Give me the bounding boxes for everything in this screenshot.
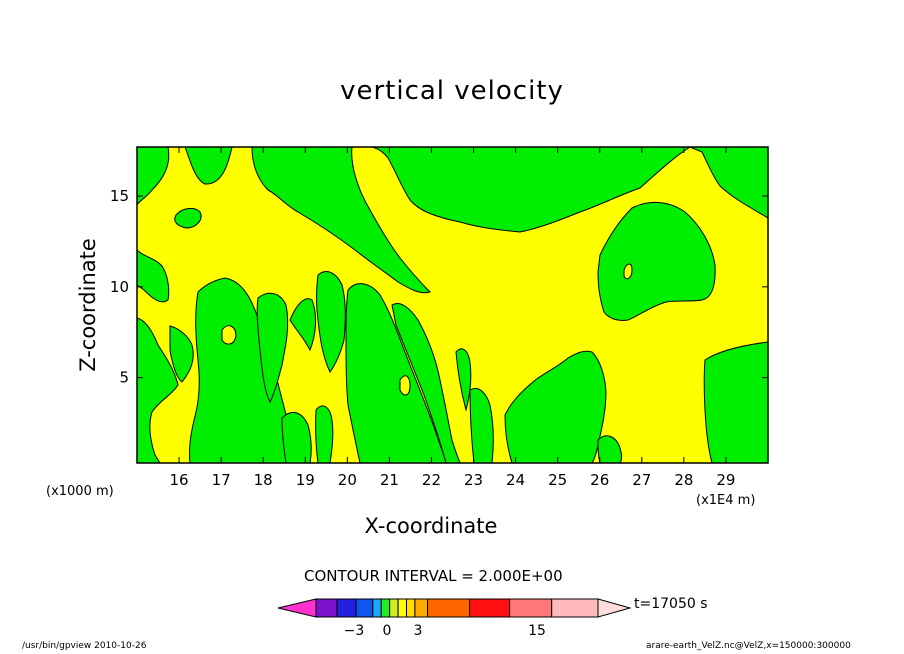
x-tick-label: 28 (674, 471, 693, 489)
contour-region (174, 207, 202, 229)
colorbar-tick-label: 3 (413, 623, 423, 639)
colorbar-min-arrow (277, 598, 317, 618)
colorbar-swatch (427, 598, 471, 618)
chart-title: vertical velocity (340, 76, 564, 106)
colorbar-tick-label: 15 (528, 623, 546, 639)
contour-region (597, 202, 716, 321)
x-tick-label: 29 (716, 471, 735, 489)
contour-region (184, 147, 233, 185)
contour-region (256, 292, 289, 404)
colorbar-max-arrow (597, 598, 632, 618)
colorbar-swatch (469, 598, 511, 618)
contour-region (169, 325, 194, 383)
contour-region (137, 147, 170, 206)
y-axis: 5 10 15 (110, 187, 768, 387)
colorbar-swatch (389, 598, 399, 618)
contour-region (137, 249, 170, 303)
x-tick-label: 18 (254, 471, 273, 489)
x-tick-label: 20 (338, 471, 357, 489)
y-tick-label: 15 (110, 187, 129, 205)
colorbar-tick-label: 0 (382, 623, 392, 639)
contour-region (281, 411, 312, 463)
time-label: t=17050 s (634, 596, 708, 612)
x-tick-label: 22 (422, 471, 441, 489)
x-tick-label: 27 (632, 471, 651, 489)
contour-region (597, 435, 622, 463)
x-tick-label: 24 (506, 471, 525, 489)
contour-region (455, 348, 472, 412)
contour-region (469, 387, 494, 463)
colorbar-swatch (355, 598, 374, 618)
colorbar-swatch (315, 598, 338, 618)
x-scale-note: (x1E4 m) (696, 493, 756, 508)
x-tick-label: 26 (590, 471, 609, 489)
colorbar (277, 598, 632, 618)
contour-region (137, 317, 179, 463)
contour-region (623, 263, 633, 280)
contour-region (316, 271, 346, 373)
contour-region (221, 325, 237, 345)
x-unit-note: (x1000 m) (46, 484, 114, 499)
x-tick-label: 17 (212, 471, 231, 489)
y-axis-label: Z-coordinate (76, 238, 100, 372)
colorbar-swatch (509, 598, 553, 618)
colorbar-swatch (380, 598, 391, 618)
plot-frame (136, 146, 769, 464)
x-tick-label: 19 (296, 471, 315, 489)
contour-region (399, 375, 411, 396)
y-tick-label: 5 (119, 369, 129, 387)
contour-region (251, 147, 431, 294)
x-axis: 16 17 18 19 20 21 22 23 24 25 26 27 28 29 (170, 147, 735, 489)
y-tick-label: 10 (110, 278, 129, 296)
colorbar-tick-label: −3 (343, 623, 365, 639)
colorbar-swatch (405, 598, 416, 618)
contour-region (315, 405, 334, 463)
contour-region (391, 303, 461, 463)
contour-region (289, 298, 317, 352)
colorbar-swatch (336, 598, 357, 618)
colorbar-swatch (551, 598, 599, 618)
contour-region (371, 147, 768, 233)
x-tick-label: 21 (380, 471, 399, 489)
x-axis-label: X-coordinate (364, 514, 498, 538)
colorbar-swatch (397, 598, 407, 618)
velocity-contour-field (137, 147, 768, 463)
x-tick-label: 23 (464, 471, 483, 489)
contour-region (703, 341, 768, 463)
footer-left: /usr/bin/gpview 2010-10-26 (22, 641, 147, 651)
colorbar-swatch (414, 598, 429, 618)
x-tick-label: 25 (548, 471, 567, 489)
colorbar-swatch (372, 598, 382, 618)
contour-interval-text: CONTOUR INTERVAL = 2.000E+00 (304, 567, 563, 585)
x-tick-label: 16 (170, 471, 189, 489)
contour-region (345, 283, 447, 463)
footer-right: arare-earth_VelZ.nc@VelZ,x=150000:300000 (646, 641, 851, 651)
